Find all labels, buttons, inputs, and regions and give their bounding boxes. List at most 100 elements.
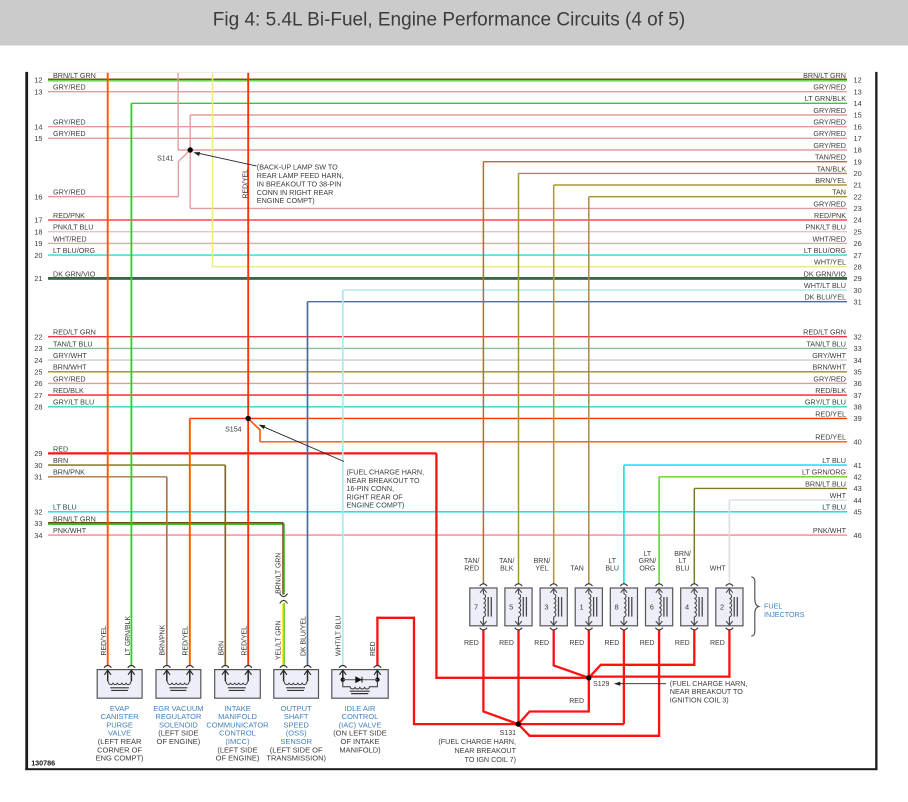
svg-text:RED/BLK: RED/BLK — [815, 386, 846, 395]
svg-text:GRY/RED: GRY/RED — [813, 83, 846, 92]
svg-text:28: 28 — [34, 403, 42, 412]
svg-text:LT: LT — [608, 558, 616, 565]
svg-text:NEAR BREAKOUT TO: NEAR BREAKOUT TO — [670, 687, 744, 696]
svg-text:BLU: BLU — [676, 566, 690, 573]
svg-text:12: 12 — [854, 76, 862, 85]
svg-text:GRY/LT BLU: GRY/LT BLU — [53, 398, 94, 407]
svg-text:4: 4 — [685, 602, 689, 611]
svg-text:PURGE: PURGE — [106, 720, 133, 729]
svg-text:(LEFT SIDE OF: (LEFT SIDE OF — [270, 745, 323, 754]
svg-text:REGULATOR: REGULATOR — [155, 712, 202, 721]
svg-text:GRY/WHT: GRY/WHT — [812, 351, 846, 360]
svg-text:5: 5 — [509, 602, 513, 611]
svg-text:27: 27 — [854, 251, 862, 260]
svg-text:OF ENGINE): OF ENGINE) — [157, 737, 201, 746]
svg-text:RED: RED — [675, 640, 690, 647]
svg-text:BRN/WHT: BRN/WHT — [53, 363, 87, 372]
svg-text:RED/PNK: RED/PNK — [814, 211, 846, 220]
svg-text:TRANSMISSION): TRANSMISSION) — [266, 754, 326, 763]
svg-text:LT: LT — [644, 551, 652, 558]
svg-text:RED/YEL: RED/YEL — [243, 169, 250, 199]
svg-text:45: 45 — [854, 508, 862, 517]
svg-text:(FUEL CHARGE HARN,: (FUEL CHARGE HARN, — [670, 679, 748, 688]
svg-text:15: 15 — [34, 134, 42, 143]
svg-text:TAN/: TAN/ — [464, 558, 479, 565]
svg-text:LT GRN/BLK: LT GRN/BLK — [805, 94, 846, 103]
svg-text:PNK/LT BLU: PNK/LT BLU — [53, 223, 93, 232]
svg-text:GRY/RED: GRY/RED — [53, 118, 86, 127]
svg-text:SHAFT: SHAFT — [284, 712, 309, 721]
svg-text:PNK/WHT: PNK/WHT — [813, 526, 847, 535]
svg-text:RED: RED — [499, 640, 514, 647]
svg-text:PNK/LT BLU: PNK/LT BLU — [806, 223, 846, 232]
svg-text:31: 31 — [854, 297, 862, 306]
svg-text:CONTROL: CONTROL — [342, 712, 379, 721]
svg-text:INTAKE: INTAKE — [224, 704, 251, 713]
svg-text:30: 30 — [854, 286, 862, 295]
svg-text:WHT: WHT — [830, 491, 847, 500]
svg-text:20: 20 — [34, 251, 42, 260]
svg-text:DK GRN/VIO: DK GRN/VIO — [804, 269, 847, 278]
svg-text:30: 30 — [34, 461, 42, 470]
svg-text:S154: S154 — [225, 426, 241, 433]
svg-text:VALVE: VALVE — [108, 729, 131, 738]
svg-text:18: 18 — [34, 227, 42, 236]
svg-text:14: 14 — [854, 99, 862, 108]
svg-text:COMMUNICATOR: COMMUNICATOR — [206, 720, 269, 729]
svg-text:CONTROL: CONTROL — [219, 729, 256, 738]
svg-text:SENSOR: SENSOR — [280, 737, 312, 746]
svg-text:(LEFT SIDE: (LEFT SIDE — [217, 745, 257, 754]
svg-text:(IAC) VALVE: (IAC) VALVE — [339, 720, 382, 729]
svg-text:21: 21 — [854, 181, 862, 190]
svg-text:18: 18 — [854, 146, 862, 155]
svg-text:LT BLU/ORG: LT BLU/ORG — [804, 246, 846, 255]
svg-text:WHT/LT BLU: WHT/LT BLU — [804, 281, 846, 290]
svg-text:EVAP: EVAP — [110, 704, 129, 713]
svg-text:32: 32 — [854, 332, 862, 341]
svg-text:BRN: BRN — [218, 641, 225, 656]
svg-text:RED: RED — [53, 444, 68, 453]
svg-text:25: 25 — [34, 367, 42, 376]
svg-text:RED/LT GRN: RED/LT GRN — [803, 328, 846, 337]
svg-text:16: 16 — [34, 192, 42, 201]
svg-text:130786: 130786 — [31, 758, 55, 767]
svg-text:13: 13 — [854, 87, 862, 96]
svg-text:(ON LEFT SIDE: (ON LEFT SIDE — [333, 729, 387, 738]
svg-text:RED: RED — [370, 641, 377, 656]
svg-text:RED: RED — [534, 640, 549, 647]
svg-text:33: 33 — [34, 519, 42, 528]
svg-text:S131: S131 — [500, 730, 516, 737]
svg-text:ORG: ORG — [639, 566, 655, 573]
svg-text:2: 2 — [720, 602, 724, 611]
svg-text:35: 35 — [854, 367, 862, 376]
svg-text:32: 32 — [34, 508, 42, 517]
svg-text:(LEFT SIDE: (LEFT SIDE — [158, 729, 198, 738]
svg-text:OUTPUT: OUTPUT — [281, 704, 312, 713]
svg-text:BRN/LT GRN: BRN/LT GRN — [53, 71, 96, 80]
svg-text:42: 42 — [854, 473, 862, 482]
svg-text:RED/PNK: RED/PNK — [53, 211, 85, 220]
svg-text:12: 12 — [34, 76, 42, 85]
svg-text:RED: RED — [569, 640, 584, 647]
svg-text:WHT/RED: WHT/RED — [812, 234, 846, 243]
svg-text:CONN IN RIGHT REAR: CONN IN RIGHT REAR — [257, 188, 334, 197]
svg-text:WHT: WHT — [710, 566, 727, 573]
svg-text:TAN/LT BLU: TAN/LT BLU — [806, 339, 846, 348]
svg-text:7: 7 — [474, 602, 478, 611]
svg-text:OF INTAKE: OF INTAKE — [340, 737, 379, 746]
svg-text:1: 1 — [579, 602, 583, 611]
svg-text:GRY/RED: GRY/RED — [53, 374, 86, 383]
svg-text:OF ENGINE): OF ENGINE) — [216, 754, 260, 763]
svg-text:(IMCC): (IMCC) — [225, 737, 250, 746]
svg-text:RED: RED — [464, 566, 479, 573]
svg-text:RED/YEL: RED/YEL — [182, 626, 189, 656]
svg-text:CORNER OF: CORNER OF — [97, 745, 142, 754]
svg-text:(OSS): (OSS) — [286, 729, 307, 738]
svg-text:BRN/LT GRN: BRN/LT GRN — [276, 553, 283, 594]
svg-text:YEL: YEL — [535, 566, 548, 573]
svg-text:22: 22 — [34, 332, 42, 341]
svg-text:31: 31 — [34, 473, 42, 482]
svg-text:GRY/RED: GRY/RED — [813, 129, 846, 138]
svg-text:TO IGN COIL 7): TO IGN COIL 7) — [464, 755, 516, 764]
svg-text:20: 20 — [854, 169, 862, 178]
